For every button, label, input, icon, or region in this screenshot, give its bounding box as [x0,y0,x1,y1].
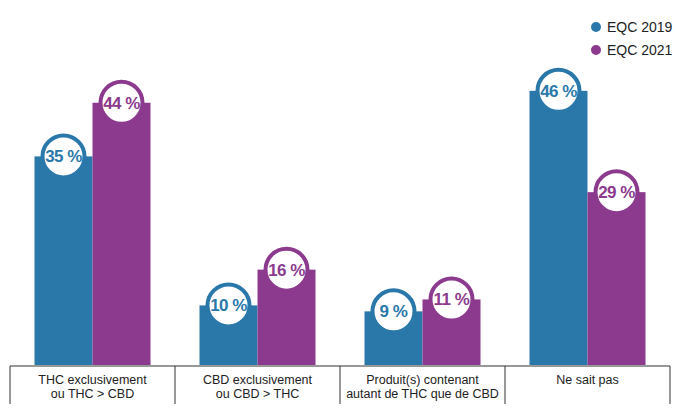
category-label-line: CBD exclusivement [203,373,313,387]
category-separator [505,366,506,404]
label-badge [43,135,85,177]
category-label: THC exclusivementou THC > CBD [38,373,147,401]
category-separator [10,366,11,404]
category-label-line: ou CBD > THC [216,387,299,401]
label-badge [208,284,250,326]
bar [530,91,588,365]
data-label: 10 % [210,296,247,315]
legend-swatch [591,22,601,32]
category-separator [175,366,176,404]
bars [35,91,646,365]
category-label: CBD exclusivementou CBD > THC [203,373,313,401]
legend-label: EQC 2019 [607,19,673,35]
category-label-line: THC exclusivement [38,373,147,387]
label-badge [266,249,308,291]
data-label: 11 % [434,290,470,309]
label-badge [596,171,638,213]
data-label: 35 % [45,147,82,166]
category-label-line: Produit(s) contenant [366,373,479,387]
data-label: 16 % [268,261,305,280]
bar [35,156,93,365]
data-label: 29 % [598,183,635,202]
legend: EQC 2019 EQC 2021 [591,19,673,58]
category-label-line: ou THC > CBD [51,387,134,401]
category-label: Produit(s) contenantautant de THC que de… [346,373,499,401]
legend-swatch [591,45,601,55]
label-badge [431,278,473,320]
chart: 35 % 10 % 9 % 46 % 44 % 16 % 11 % 29 % THC exclu… [0,0,681,411]
category-separator [340,366,341,404]
data-label: 9 % [380,302,408,321]
category-label: Ne sait pas [556,373,619,387]
data-label: 44 % [103,94,140,113]
category-separator [670,366,671,404]
data-label: 46 % [540,82,577,101]
legend-label: EQC 2021 [607,42,673,58]
label-badge [373,290,415,332]
bar [93,103,151,365]
data-labels: 35 % 10 % 9 % 46 % 44 % 16 % 11 % 29 % [43,70,638,333]
category-label-line: autant de THC que de CBD [346,387,499,401]
category-label-line: Ne sait pas [556,373,619,387]
label-badge [538,70,580,112]
label-badge [101,82,143,124]
bar [588,192,646,365]
